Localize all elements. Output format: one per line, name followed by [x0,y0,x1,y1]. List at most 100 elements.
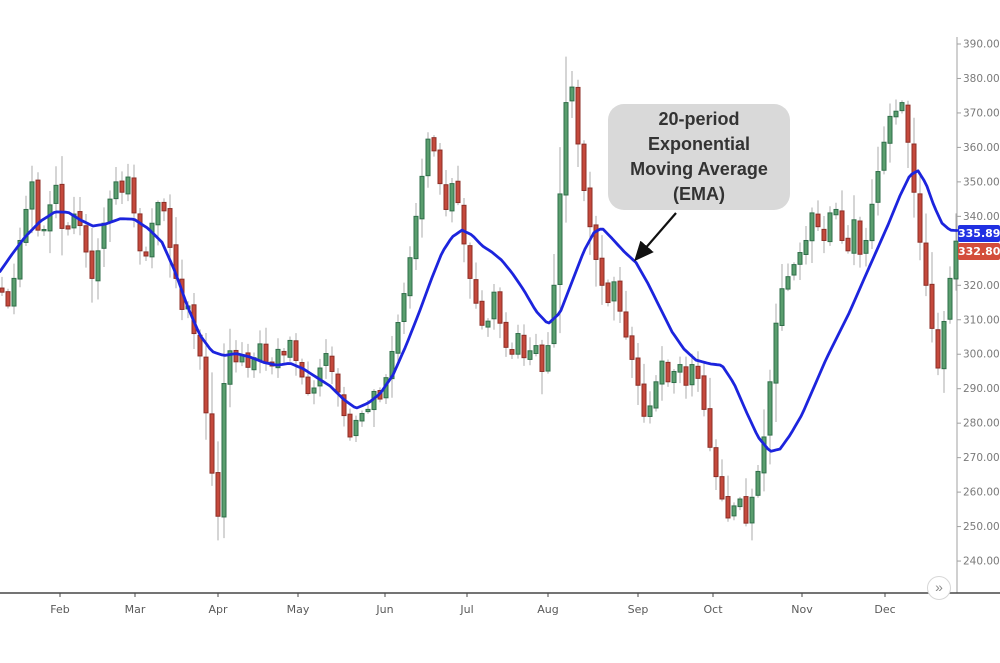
candle-down[interactable] [329,355,335,372]
candle-up[interactable] [395,322,401,354]
candle-down[interactable] [935,329,941,369]
candle-up[interactable] [449,183,455,212]
candle-down[interactable] [347,413,353,438]
candle-down[interactable] [845,237,851,252]
candle-down[interactable] [233,349,239,363]
candle-down[interactable] [743,496,749,524]
candle-up[interactable] [809,212,815,242]
candle-down[interactable] [521,334,527,359]
candle-down[interactable] [929,283,935,329]
candle-up[interactable] [515,333,521,355]
candle-up[interactable] [113,181,119,200]
candle-up[interactable] [797,252,803,265]
candle-up[interactable] [107,198,113,223]
candle-up[interactable] [737,498,743,508]
candle-up[interactable] [317,367,323,387]
candle-down[interactable] [263,343,269,364]
candle-down[interactable] [479,300,485,326]
candle-down[interactable] [203,356,209,414]
candle-up[interactable] [71,213,77,229]
candle-down[interactable] [815,213,821,228]
candle-down[interactable] [137,213,143,252]
candle-up[interactable] [419,175,425,220]
candle-up[interactable] [29,181,35,210]
candle-up[interactable] [833,208,839,216]
candle-up[interactable] [311,387,317,394]
candle-up[interactable] [47,204,53,232]
candle-down[interactable] [635,357,641,386]
candle-down[interactable] [35,179,41,231]
candle-down[interactable] [167,208,173,248]
candle-up[interactable] [773,322,779,384]
candle-down[interactable] [707,408,713,448]
candle-down[interactable] [437,149,443,185]
candle-down[interactable] [65,225,71,230]
candle-down[interactable] [701,375,707,410]
candle-up[interactable] [17,239,23,280]
candle-down[interactable] [131,177,137,214]
candle-up[interactable] [323,353,329,366]
candle-up[interactable] [545,345,551,372]
candle-up[interactable] [287,339,293,358]
candle-down[interactable] [719,476,725,500]
candle-down[interactable] [341,394,347,417]
scroll-to-recent-button[interactable]: » [927,576,951,600]
candle-down[interactable] [455,180,461,204]
candle-down[interactable] [215,472,221,517]
candle-up[interactable] [767,381,773,436]
candle-down[interactable] [911,143,917,193]
candle-down[interactable] [713,447,719,478]
candle-down[interactable] [695,365,701,379]
candle-down[interactable] [5,291,11,307]
candle-up[interactable] [863,239,869,254]
candle-up[interactable] [125,176,131,195]
candle-up[interactable] [851,219,857,254]
candle-down[interactable] [119,180,125,193]
candle-up[interactable] [155,202,161,226]
candle-up[interactable] [881,141,887,171]
candle-up[interactable] [101,222,107,249]
candle-up[interactable] [149,222,155,258]
candle-down[interactable] [161,201,167,212]
candle-down[interactable] [209,413,215,474]
candle-up[interactable] [803,239,809,255]
candle-up[interactable] [365,408,371,413]
candle-down[interactable] [89,250,95,279]
candle-up[interactable] [647,405,653,417]
candle-up[interactable] [827,212,833,243]
candle-up[interactable] [755,470,761,496]
candle-down[interactable] [305,376,311,395]
candle-down[interactable] [473,279,479,304]
candle-up[interactable] [689,364,695,386]
candle-up[interactable] [653,381,659,409]
candle-down[interactable] [461,204,467,245]
candle-down[interactable] [725,496,731,519]
candle-down[interactable] [587,187,593,228]
candle-down[interactable] [59,183,65,229]
candle-up[interactable] [941,320,947,370]
candle-down[interactable] [293,340,299,361]
candle-up[interactable] [899,102,905,112]
candle-up[interactable] [731,505,737,517]
candle-up[interactable] [563,102,569,196]
candle-up[interactable] [23,208,29,243]
candle-down[interactable] [581,143,587,191]
candle-series[interactable] [0,56,959,541]
candle-up[interactable] [533,345,539,354]
candle-down[interactable] [245,352,251,368]
candle-up[interactable] [659,360,665,385]
candle-down[interactable] [923,242,929,286]
candle-up[interactable] [893,110,899,118]
candle-up[interactable] [869,203,875,242]
candle-down[interactable] [605,282,611,304]
candle-up[interactable] [95,250,101,282]
candle-down[interactable] [335,373,341,393]
candle-up[interactable] [677,364,683,373]
candle-down[interactable] [443,184,449,210]
candle-up[interactable] [221,383,227,518]
candle-down[interactable] [917,193,923,243]
candle-down[interactable] [683,366,689,386]
candle-down[interactable] [509,349,515,355]
candle-up[interactable] [611,281,617,302]
